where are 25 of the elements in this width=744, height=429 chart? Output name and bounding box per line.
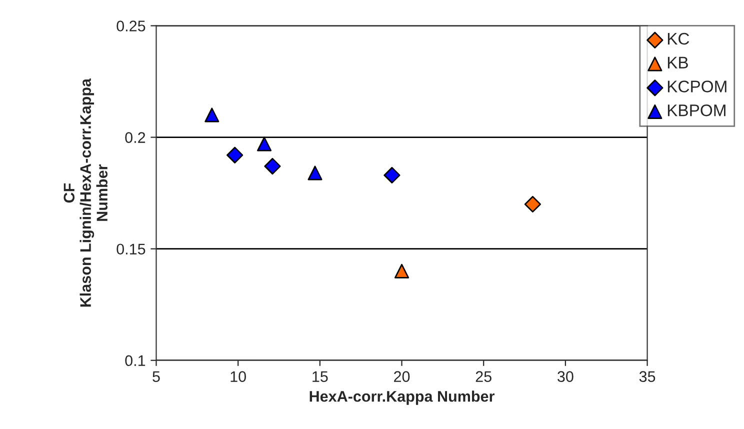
point [226,146,244,164]
x-tick-label: 15 [312,371,328,382]
point [264,158,281,175]
x-tick-label: 10 [230,371,246,382]
y-tick-label: 0.1 [125,355,146,366]
point [524,196,542,213]
y-tick-label: 0.15 [116,244,146,255]
point [384,166,400,184]
legend-label: KC [668,32,690,45]
point [256,136,272,152]
legend-label: KB [668,56,688,68]
legend-label: KBPOM [668,104,726,116]
y-axis-title: CF Klason Lignin/HexA-corr.Kappa Number [64,78,108,307]
y-tick-label: 0.25 [116,20,146,32]
x-tick-label: 35 [639,371,656,382]
point [394,264,410,278]
x-tick-label: 20 [394,371,410,382]
x-tick-label: 25 [476,371,492,382]
x-axis-title: HexA-corr.Kappa Number [310,390,494,405]
y-tick-label: 0.2 [125,132,146,143]
x-tick-label: 30 [558,371,574,382]
x-tick-label: 5 [152,371,160,382]
point [204,108,220,122]
point [308,166,322,180]
legend-label: KCPOM [668,80,726,92]
